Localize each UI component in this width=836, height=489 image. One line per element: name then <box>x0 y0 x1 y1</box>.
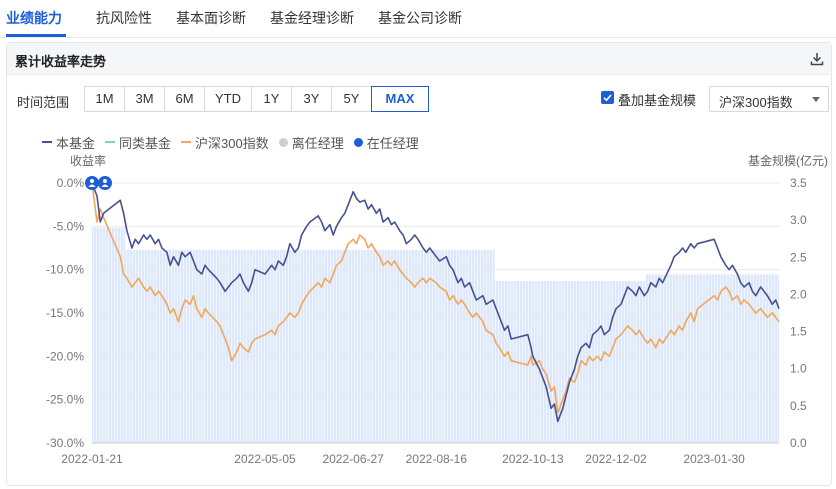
legend-item-index[interactable]: 沪深300指数 <box>181 133 269 152</box>
tab-fundamentals[interactable]: 基本面诊断 <box>176 10 246 26</box>
y2-tick-label: 3.0 <box>790 213 807 227</box>
range-button-max[interactable]: MAX <box>371 86 429 112</box>
fund-scale-area <box>92 227 779 443</box>
x-tick-label: 2022-06-27 <box>322 452 384 466</box>
series-line-index <box>91 182 780 414</box>
legend-label-current-manager: 在任经理 <box>366 135 419 151</box>
download-icon[interactable] <box>809 51 825 67</box>
legend-label-index: 沪深300指数 <box>195 135 269 151</box>
legend-label-peer: 同类基金 <box>119 135 172 151</box>
y-tick-label: -5.0% <box>53 219 85 233</box>
legend-line-fund <box>42 141 52 143</box>
series-line-fund <box>91 182 780 423</box>
cumulative-return-panel: 累计收益率走势 时间范围 1M 3M 6M YTD 1Y 3Y 5Y MAX 叠… <box>6 42 832 486</box>
tab-risk-resistance[interactable]: 抗风险性 <box>96 10 152 26</box>
legend-item-current-manager[interactable]: 在任经理 <box>353 133 419 152</box>
current-manager-marker[interactable] <box>97 176 112 190</box>
range-button-1m[interactable]: 1M <box>84 86 125 112</box>
y-axis-title: 收益率 <box>70 153 106 168</box>
legend-item-peer[interactable]: 同类基金 <box>105 133 171 152</box>
y-tick-label: 0.0% <box>57 176 85 190</box>
y-tick-label: -15.0% <box>46 306 84 320</box>
legend-line-index <box>181 141 192 143</box>
y2-tick-label: 2.0 <box>790 287 807 301</box>
scale-bar-0 <box>92 227 126 443</box>
chevron-down-icon <box>812 97 820 102</box>
former-manager-icon <box>278 137 288 147</box>
x-tick-label: 2022-08-16 <box>406 452 468 466</box>
y-tick-label: -10.0% <box>46 263 84 277</box>
y2-tick-label: 3.5 <box>790 176 807 190</box>
current-manager-marker[interactable] <box>85 176 99 190</box>
overlay-scale-label: 叠加基金规模 <box>618 93 697 108</box>
range-button-ytd[interactable]: YTD <box>204 86 252 112</box>
y2-tick-label: 0.5 <box>790 399 807 413</box>
range-button-5y[interactable]: 5Y <box>331 86 372 112</box>
x-tick-label: 2022-12-02 <box>585 452 647 466</box>
chart-legend: 本基金 同类基金 沪深300指数 离任经理 在任经理 <box>42 133 429 152</box>
legend-label-fund: 本基金 <box>56 135 96 151</box>
benchmark-index-value: 沪深300指数 <box>719 95 793 110</box>
range-button-3y[interactable]: 3Y <box>291 86 332 112</box>
x-tick-label: 2022-05-05 <box>234 452 296 466</box>
x-tick-label: 2022-10-13 <box>502 452 564 466</box>
range-button-3m[interactable]: 3M <box>124 86 165 112</box>
y2-axis: 3.5 3.0 2.5 2.0 1.5 1.0 0.5 0.0 <box>790 176 807 450</box>
panel-title: 累计收益率走势 <box>15 54 107 69</box>
x-tick-label: 2023-01-30 <box>683 452 745 466</box>
y-tick-label: -25.0% <box>46 393 84 407</box>
manager-markers <box>85 176 112 190</box>
tab-bar: 业绩能力 抗风险性 基本面诊断 基金经理诊断 基金公司诊断 <box>0 0 836 38</box>
y2-tick-label: 1.5 <box>790 325 807 339</box>
y2-tick-label: 1.0 <box>790 362 807 376</box>
range-button-6m[interactable]: 6M <box>164 86 205 112</box>
x-axis: 2022-01-21 2022-05-05 2022-06-27 2022-08-16… <box>61 442 779 466</box>
scale-bar-3 <box>645 274 779 443</box>
y2-tick-label: 0.0 <box>790 436 807 450</box>
scale-bar-1 <box>125 249 495 443</box>
overlay-scale-checkbox[interactable] <box>601 91 614 104</box>
x-tick-label: 2022-01-21 <box>61 452 123 466</box>
active-tab-indicator <box>6 34 66 37</box>
panel-header: 累计收益率走势 <box>7 43 831 75</box>
current-manager-icon <box>353 137 363 147</box>
time-range-selector: 1M 3M 6M YTD 1Y 3Y 5Y MAX <box>84 86 429 112</box>
time-range-label: 时间范围 <box>17 95 70 110</box>
range-button-1y[interactable]: 1Y <box>251 86 292 112</box>
y-axis: 0.0% -5.0% -10.0% -15.0% -20.0% -25.0% -30.0% <box>46 176 84 450</box>
checkmark-icon <box>603 94 612 102</box>
tab-company-diagnosis[interactable]: 基金公司诊断 <box>378 10 462 26</box>
benchmark-index-select[interactable]: 沪深300指数 <box>709 86 829 112</box>
legend-item-former-manager[interactable]: 离任经理 <box>278 133 344 152</box>
legend-line-peer <box>105 141 116 143</box>
y-tick-label: -30.0% <box>46 436 84 450</box>
tab-performance[interactable]: 业绩能力 <box>6 10 62 26</box>
series-lines <box>91 182 780 423</box>
legend-label-former-manager: 离任经理 <box>291 135 344 151</box>
y-tick-label: -20.0% <box>46 349 84 363</box>
legend-item-fund[interactable]: 本基金 <box>42 133 95 152</box>
scale-bar-2 <box>494 281 646 443</box>
tab-manager-diagnosis[interactable]: 基金经理诊断 <box>270 10 354 26</box>
y2-axis-title: 基金规模(亿元) <box>748 153 828 168</box>
y2-tick-label: 2.5 <box>790 250 807 264</box>
